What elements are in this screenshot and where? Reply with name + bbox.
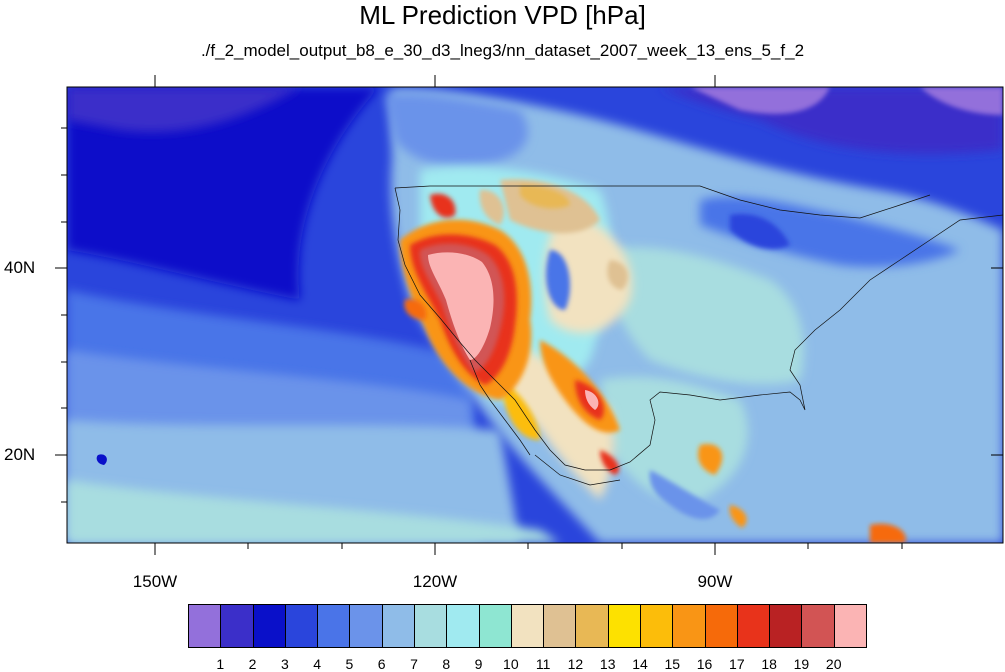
colorbar-label: 14 bbox=[632, 656, 648, 672]
colorbar-cell bbox=[414, 604, 448, 648]
colorbar-cell bbox=[284, 604, 319, 648]
colorbar-label: 20 bbox=[825, 656, 842, 672]
chart-subtitle: ./f_2_model_output_b8_e_30_d3_lneg3/nn_d… bbox=[200, 41, 805, 60]
colorbar-cell bbox=[478, 604, 512, 648]
vpd-field bbox=[67, 87, 1003, 543]
colorbar-label: 3 bbox=[280, 656, 289, 672]
colorbar-cell bbox=[833, 604, 867, 648]
colorbar-cell bbox=[220, 604, 254, 648]
lon-label-90w: 90W bbox=[697, 572, 733, 591]
colorbar-cell bbox=[381, 604, 415, 648]
lon-label-120w: 120W bbox=[412, 572, 458, 591]
colorbar-cell bbox=[736, 604, 771, 648]
colorbar-cell bbox=[672, 604, 706, 648]
colorbar-label: 10 bbox=[503, 656, 519, 672]
colorbar bbox=[188, 604, 867, 648]
colorbar-cell bbox=[349, 604, 383, 648]
lat-label-20n: 20N bbox=[4, 445, 36, 464]
colorbar-label: 13 bbox=[599, 656, 616, 672]
axis-ticks bbox=[55, 75, 1003, 555]
colorbar-cell bbox=[252, 604, 286, 648]
colorbar-cell bbox=[769, 604, 803, 648]
colorbar-label: 19 bbox=[793, 656, 810, 672]
colorbar-cell bbox=[188, 604, 222, 648]
colorbar-cell bbox=[446, 604, 480, 648]
coastlines bbox=[394, 185, 1003, 486]
lon-label-150w: 150W bbox=[132, 572, 178, 591]
colorbar-label: 12 bbox=[567, 656, 584, 672]
colorbar-cell bbox=[543, 604, 577, 648]
colorbar-cell bbox=[317, 604, 351, 648]
colorbar-label: 1 bbox=[216, 656, 225, 672]
colorbar-label: 15 bbox=[664, 656, 681, 672]
colorbar-cell bbox=[640, 604, 674, 648]
colorbar-label: 18 bbox=[761, 656, 777, 672]
colorbar-label: 16 bbox=[696, 656, 713, 672]
colorbar-label: 17 bbox=[729, 656, 745, 672]
colorbar-cell bbox=[510, 604, 545, 648]
chart-title: ML Prediction VPD [hPa] bbox=[359, 0, 646, 30]
colorbar-label: 11 bbox=[535, 656, 551, 672]
colorbar-label: 4 bbox=[313, 656, 322, 672]
colorbar-cell bbox=[801, 604, 835, 648]
colorbar-label: 8 bbox=[442, 656, 451, 672]
lat-label-40n: 40N bbox=[4, 258, 36, 277]
colorbar-cell bbox=[575, 604, 609, 648]
colorbar-label: 9 bbox=[474, 656, 483, 672]
colorbar-label: 2 bbox=[248, 656, 257, 672]
colorbar-label: 6 bbox=[377, 656, 386, 672]
colorbar-label: 5 bbox=[345, 656, 354, 672]
colorbar-label: 7 bbox=[410, 656, 418, 672]
map-panel bbox=[55, 75, 1004, 555]
colorbar-cell bbox=[704, 604, 738, 648]
colorbar-cell bbox=[607, 604, 641, 648]
